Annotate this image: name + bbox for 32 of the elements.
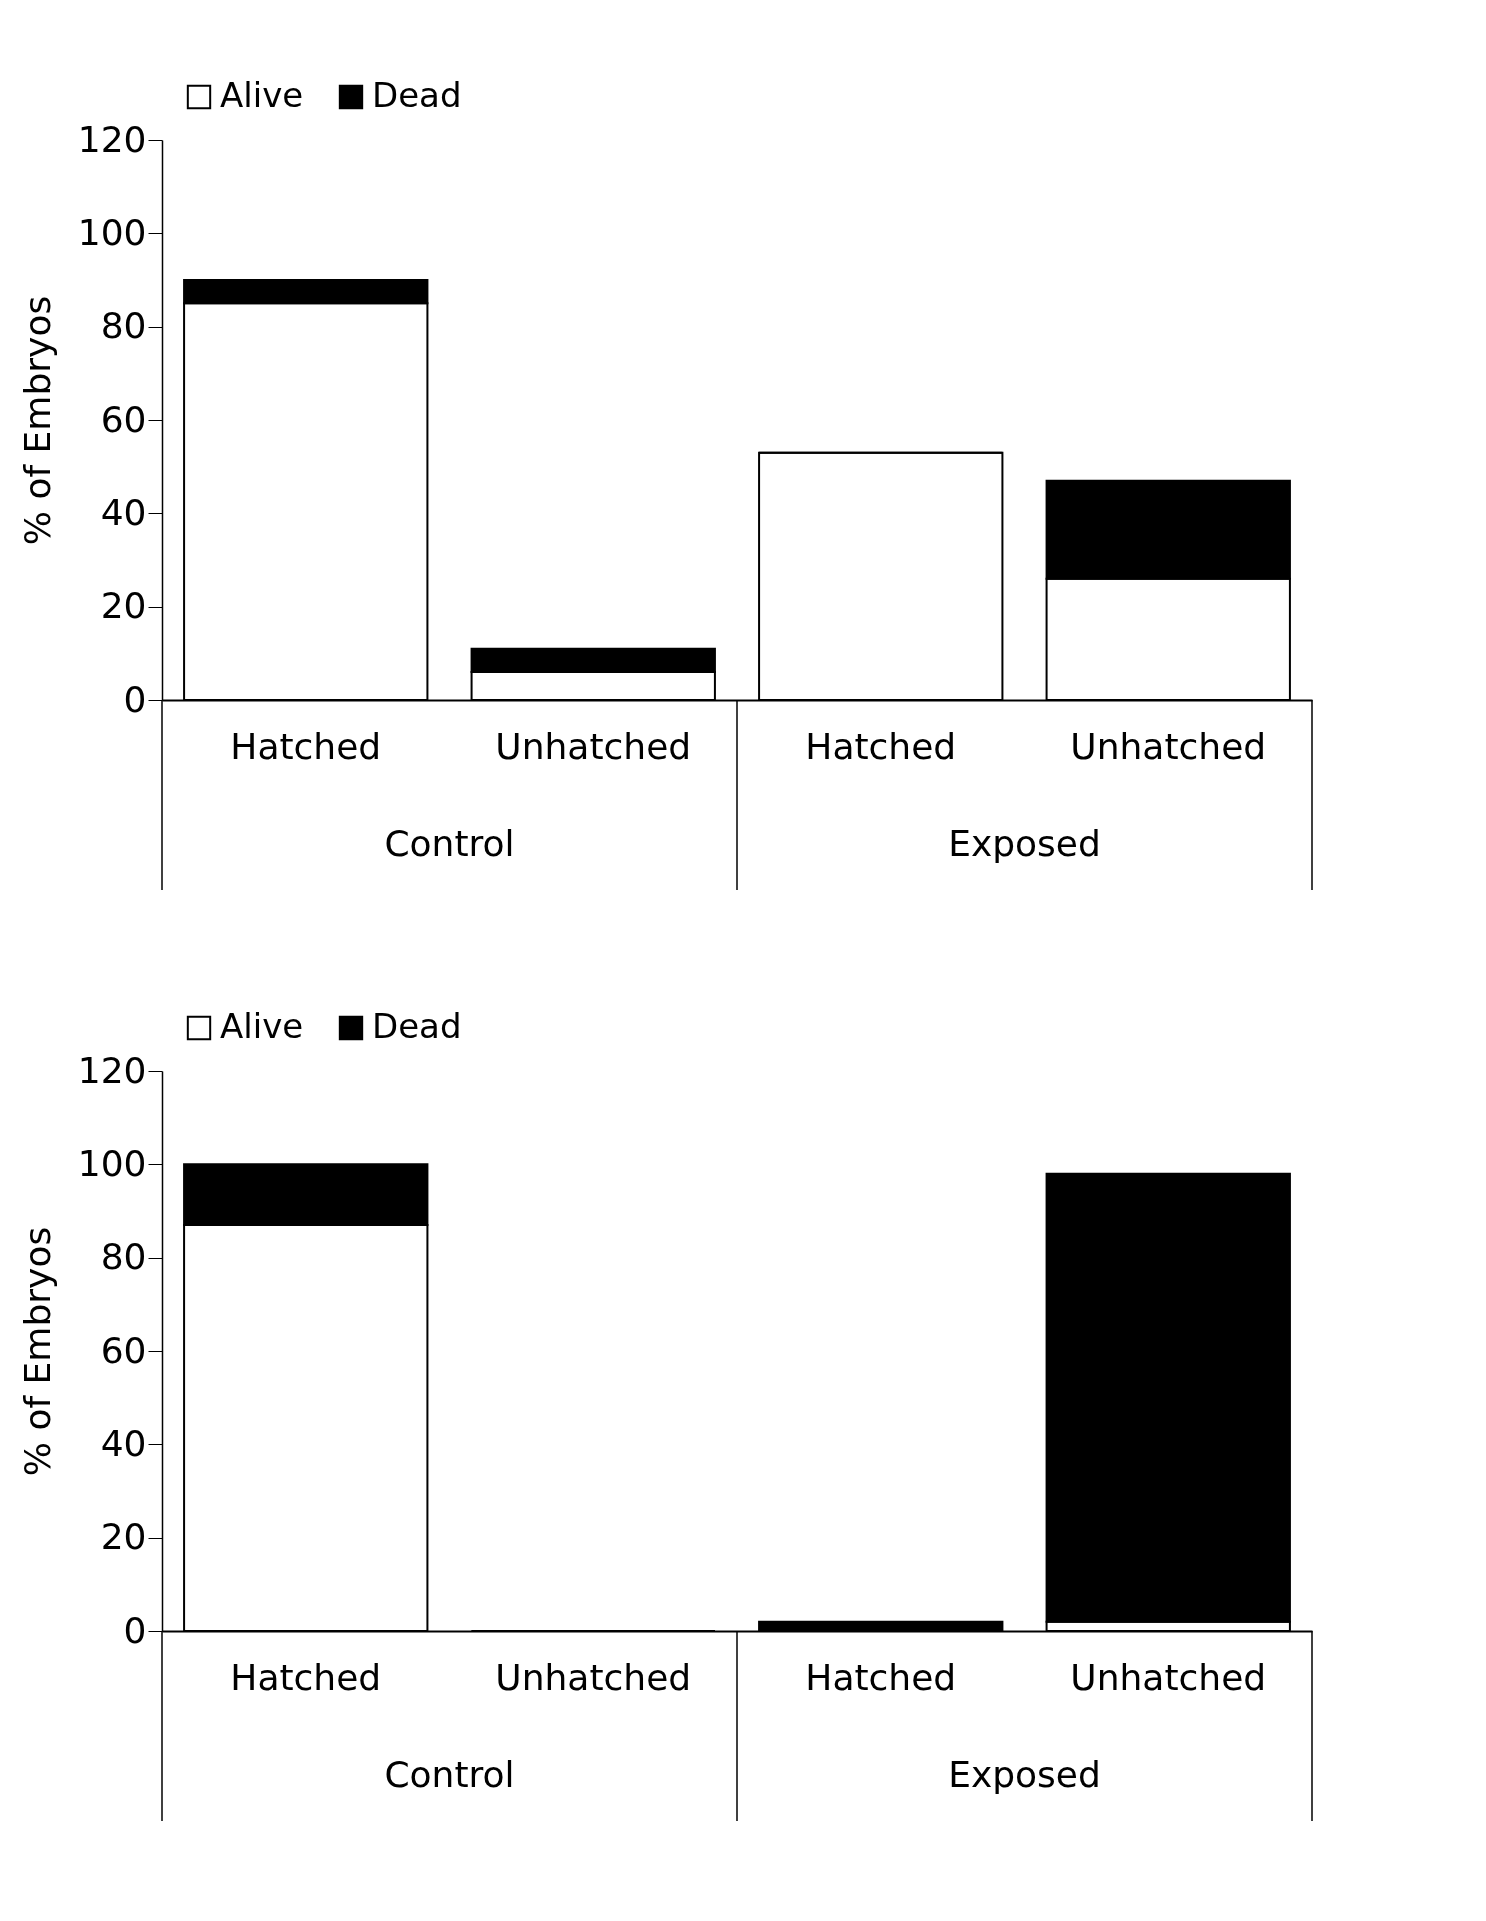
- legend-label: Alive: [220, 1006, 304, 1046]
- y-tick-label: 80: [100, 305, 147, 347]
- x-tick-label: Hatched: [230, 725, 382, 767]
- x-tick-label: Unhatched: [1070, 725, 1267, 767]
- x-tick-label: Hatched: [230, 1656, 382, 1698]
- x-tick-label: Unhatched: [1070, 1656, 1267, 1698]
- y-tick-label: 60: [100, 398, 147, 440]
- y-tick-label: 40: [100, 1422, 147, 1464]
- y-axis-title: % of Embryos: [16, 295, 58, 546]
- y-tick-label: 60: [100, 1329, 147, 1371]
- y-tick-label: 100: [77, 1142, 147, 1184]
- y-tick-label: 20: [100, 585, 147, 627]
- x-tick-label: Hatched: [805, 1656, 957, 1698]
- y-tick-label: 0: [123, 1609, 147, 1651]
- x-tick-label: Unhatched: [495, 1656, 692, 1698]
- y-tick-label: 40: [100, 491, 147, 533]
- legend-label: Dead: [372, 75, 462, 115]
- text: Exposed: [948, 823, 1101, 864]
- y-axis-title: % of Embryos: [16, 1226, 58, 1477]
- y-tick-label: 120: [77, 118, 147, 160]
- text: Control: [384, 1754, 515, 1795]
- y-tick-label: 80: [100, 1236, 147, 1278]
- legend-label: Dead: [372, 1006, 462, 1046]
- text: Exposed: [948, 1754, 1101, 1795]
- x-tick-label: Unhatched: [495, 725, 692, 767]
- y-tick-label: 20: [100, 1516, 147, 1558]
- x-tick-label: Hatched: [805, 725, 957, 767]
- legend-label: Alive: [220, 75, 304, 115]
- y-tick-label: 100: [77, 211, 147, 253]
- y-tick-label: 0: [123, 678, 147, 720]
- y-tick-label: 120: [77, 1049, 147, 1091]
- text: Control: [384, 823, 515, 864]
